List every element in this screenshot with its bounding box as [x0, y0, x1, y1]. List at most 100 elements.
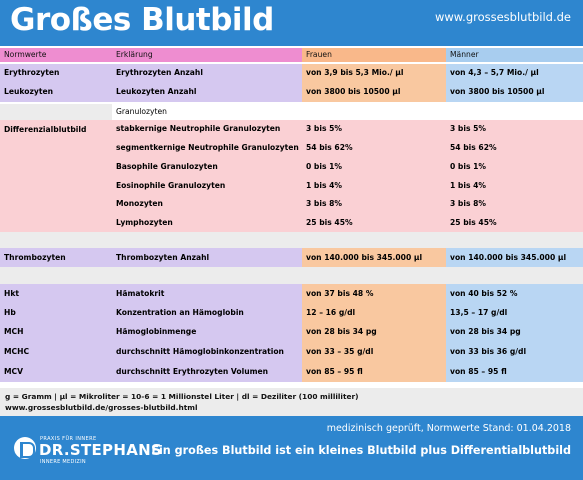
table-row: Hb Konzentration an Hämoglobin 12 – 16 g…	[0, 304, 583, 322]
value-men: von 4,3 – 5,7 Mio./ µl	[446, 64, 583, 82]
value-women: 1 bis 4%	[306, 180, 343, 190]
units-note: g = Gramm | µl = Mikroliter = 10-6 = 1 M…	[0, 388, 583, 416]
value-men: 25 bis 45%	[450, 217, 497, 227]
table-row: Thrombozyten Thrombozyten Anzahl von 140…	[0, 248, 583, 267]
table-row: Erythrozyten Erythrozyten Anzahl von 3,9…	[0, 64, 583, 82]
value-women: von 3800 bis 10500 µl	[302, 82, 446, 102]
row-name: Thrombozyten	[0, 248, 112, 267]
divider	[0, 267, 583, 284]
value-men: von 3800 bis 10500 µl	[446, 82, 583, 102]
value-women: 54 bis 62%	[306, 142, 353, 152]
row-description: Lymphozyten	[116, 217, 173, 227]
column-header-frauen: Frauen	[302, 48, 446, 62]
indices-bg-women	[302, 284, 446, 382]
granulocytes-label-row: Granulozyten	[0, 104, 583, 120]
differential-name: Differenzialblutbild	[0, 120, 112, 232]
site-url[interactable]: www.grossesblutbild.de	[435, 10, 571, 24]
granulocytes-spacer	[0, 104, 112, 120]
table-row: Hkt Hämatokrit von 37 bis 48 % von 40 bi…	[0, 284, 583, 304]
row-name: MCH	[4, 327, 24, 337]
table-row: Monozyten 3 bis 8% 3 bis 8%	[0, 195, 583, 213]
row-name: Leukozyten	[0, 82, 112, 102]
table-row: Eosinophile Granulozyten 1 bis 4% 1 bis …	[0, 176, 583, 195]
indices-bg-name	[0, 284, 112, 382]
differential-block: Differenzialblutbild	[0, 120, 583, 232]
row-description: durchschnitt Hämoglobinkonzentration	[116, 347, 284, 357]
value-men: 1 bis 4%	[450, 180, 487, 190]
table-row: MCHC durchschnitt Hämoglobinkonzentratio…	[0, 342, 583, 362]
value-women: 0 bis 1%	[306, 161, 343, 171]
value-women: 3 bis 5%	[306, 124, 343, 134]
table-header-row: Normwerte Erklärung Frauen Männer	[0, 48, 583, 62]
row-description: durchschnitt Erythrozyten Volumen	[116, 367, 269, 377]
value-men: von 28 bis 34 pg	[450, 327, 521, 337]
value-men: von 33 bis 36 g/dl	[450, 347, 527, 357]
column-header-erklaerung: Erklärung	[112, 48, 302, 62]
header-bar: Großes Blutbild www.grossesblutbild.de	[0, 0, 583, 46]
logo-tagline-bottom: INNERE MEDIZIN	[40, 459, 86, 465]
granulocytes-blank-women	[302, 104, 446, 120]
value-women: von 28 bis 34 pg	[306, 327, 377, 337]
differential-bg-women	[302, 120, 446, 232]
logo-icon	[14, 437, 36, 459]
value-men: 0 bis 1%	[450, 161, 487, 171]
value-men: 13,5 – 17 g/dl	[450, 308, 508, 318]
row-description: Eosinophile Granulozyten	[116, 180, 226, 190]
row-description: Erythrozyten Anzahl	[112, 64, 302, 82]
row-name: Hb	[4, 308, 16, 318]
row-description: segmentkernige Neutrophile Granulozyten	[116, 142, 299, 152]
granulocytes-blank-men	[446, 104, 583, 120]
table-row: MCH Hämoglobinmenge von 28 bis 34 pg von…	[0, 322, 583, 342]
table-row: stabkernige Neutrophile Granulozyten 3 b…	[0, 120, 583, 138]
indices-bg-desc	[112, 284, 302, 382]
value-women: von 33 – 35 g/dl	[306, 347, 374, 357]
row-description: Monozyten	[116, 199, 163, 209]
value-men: 54 bis 62%	[450, 142, 497, 152]
value-men: 3 bis 8%	[450, 199, 487, 209]
units-legend: g = Gramm | µl = Mikroliter = 10-6 = 1 M…	[5, 392, 359, 401]
value-men: von 40 bis 52 %	[450, 289, 518, 299]
row-description: Konzentration an Hämoglobin	[116, 308, 244, 318]
column-header-maenner: Männer	[446, 48, 583, 62]
table-row: segmentkernige Neutrophile Granulozyten …	[0, 138, 583, 157]
table-row: Lymphozyten 25 bis 45% 25 bis 45%	[0, 213, 583, 232]
row-name: Erythrozyten	[0, 64, 112, 82]
value-women: 25 bis 45%	[306, 217, 353, 227]
value-women: 12 – 16 g/dl	[306, 308, 356, 318]
value-men: von 140.000 bis 345.000 µl	[446, 248, 583, 267]
table-row: Leukozyten Leukozyten Anzahl von 3800 bi…	[0, 82, 583, 102]
value-men: 3 bis 5%	[450, 124, 487, 134]
row-name: Hkt	[4, 289, 20, 299]
differential-bg	[112, 120, 302, 232]
row-name: MCHC	[4, 347, 30, 357]
row-description: stabkernige Neutrophile Granulozyten	[116, 124, 281, 134]
indices-block	[0, 284, 583, 382]
footer-bar	[0, 416, 583, 480]
value-men: von 85 – 95 fl	[450, 367, 507, 377]
table-row: Basophile Granulozyten 0 bis 1% 0 bis 1%	[0, 157, 583, 176]
row-name: MCV	[4, 367, 24, 377]
row-description: Basophile Granulozyten	[116, 161, 218, 171]
differential-bg-men	[446, 120, 583, 232]
value-women: von 140.000 bis 345.000 µl	[302, 248, 446, 267]
divider	[0, 382, 583, 388]
divider	[0, 232, 583, 248]
value-women: von 3,9 bis 5,3 Mio./ µl	[302, 64, 446, 82]
logo-tagline-top: PRAXIS FÜR INNERE	[40, 436, 97, 442]
column-header-normwerte: Normwerte	[0, 48, 112, 62]
row-description: Leukozyten Anzahl	[112, 82, 302, 102]
logo-name: DR.STEPHANS	[39, 441, 163, 459]
indices-bg-men	[446, 284, 583, 382]
value-women: von 37 bis 48 %	[306, 289, 374, 299]
value-women: von 85 – 95 fl	[306, 367, 363, 377]
table-row: MCV durchschnitt Erythrozyten Volumen vo…	[0, 362, 583, 382]
value-women: 3 bis 8%	[306, 199, 343, 209]
page-title: Großes Blutbild	[10, 2, 274, 38]
row-description: Hämoglobinmenge	[116, 327, 197, 337]
granulocytes-label: Granulozyten	[112, 104, 302, 120]
source-link[interactable]: www.grossesblutbild.de/grosses-blutbild.…	[5, 403, 198, 412]
footer-claim: Ein großes Blutbild ist ein kleines Blut…	[151, 444, 571, 457]
row-description: Hämatokrit	[116, 289, 165, 299]
review-date: medizinisch geprüft, Normwerte Stand: 01…	[326, 423, 571, 434]
row-description: Thrombozyten Anzahl	[112, 248, 302, 267]
